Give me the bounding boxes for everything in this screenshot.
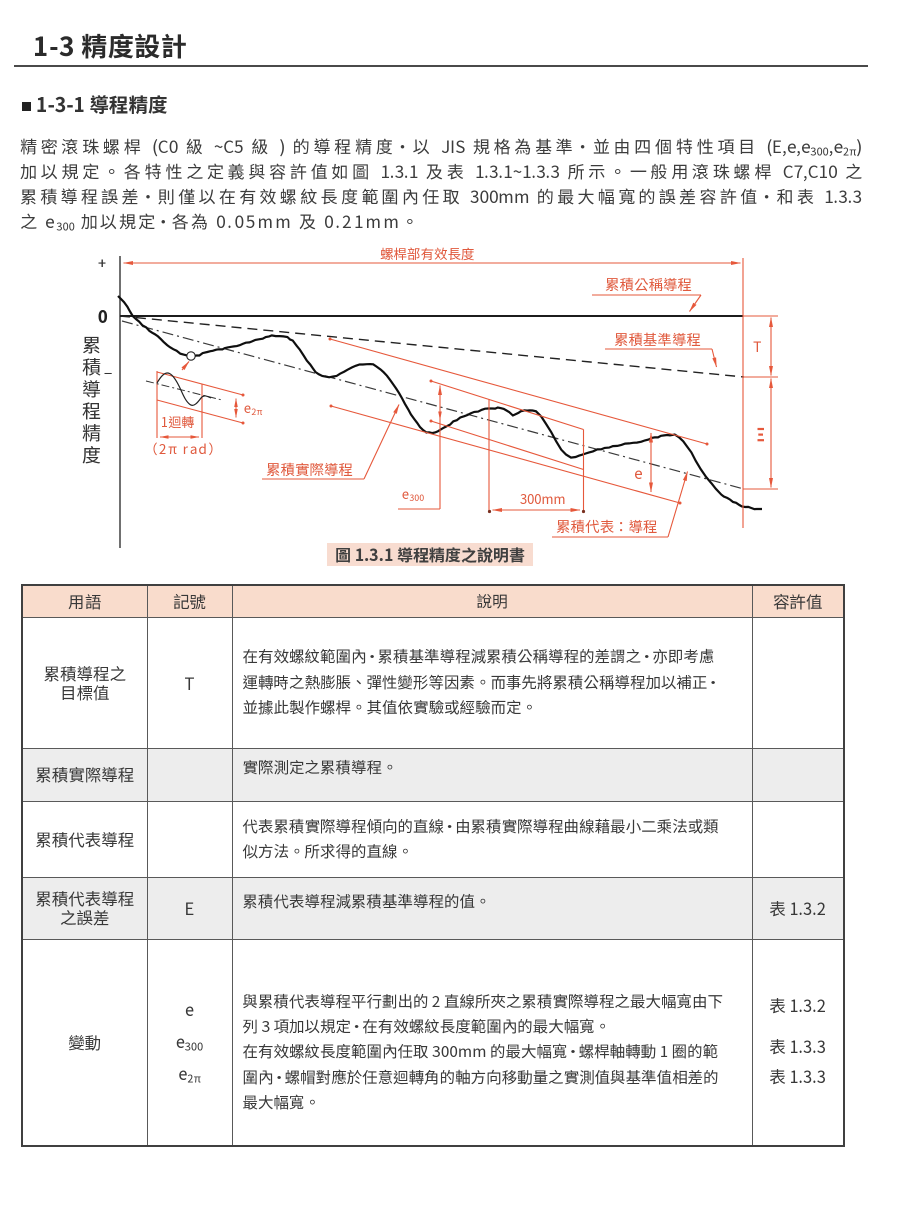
svg-text:程: 程 bbox=[82, 397, 101, 424]
svg-text:累積代表：導程: 累積代表：導程 bbox=[556, 516, 658, 537]
svg-text:度: 度 bbox=[82, 441, 101, 468]
svg-text:e: e bbox=[634, 463, 643, 484]
svg-text:1迴轉: 1迴轉 bbox=[161, 412, 194, 431]
svg-text:積: 積 bbox=[82, 353, 101, 380]
svg-text:累積公稱導程: 累積公稱導程 bbox=[605, 274, 692, 295]
svg-text:0: 0 bbox=[98, 303, 108, 328]
svg-text:導: 導 bbox=[82, 375, 101, 402]
svg-text:T: T bbox=[753, 337, 762, 357]
svg-text:300mm: 300mm bbox=[520, 489, 566, 508]
svg-text:精: 精 bbox=[82, 419, 101, 446]
svg-text:e2π: e2π bbox=[244, 398, 262, 418]
svg-text:−: − bbox=[104, 363, 112, 384]
svg-text:累積實際導程: 累積實際導程 bbox=[266, 459, 353, 480]
svg-text:e300: e300 bbox=[402, 484, 424, 504]
svg-text:累: 累 bbox=[82, 331, 101, 358]
svg-text:累積基準導程: 累積基準導程 bbox=[614, 329, 701, 350]
svg-text:+: + bbox=[98, 253, 107, 274]
svg-text:（2π rad）: （2π rad） bbox=[144, 438, 224, 458]
svg-text:螺桿部有效長度: 螺桿部有效長度 bbox=[380, 243, 475, 263]
